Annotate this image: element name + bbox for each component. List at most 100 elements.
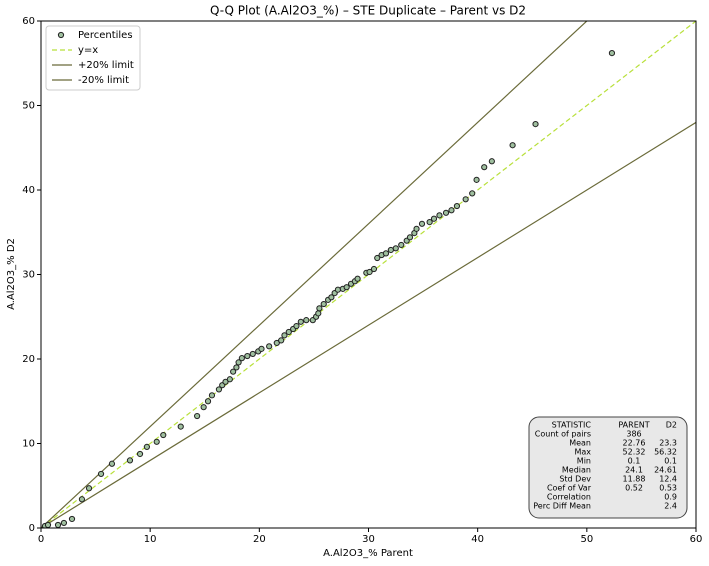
point (244, 352, 251, 360)
y-tick-label: 20 (22, 354, 35, 365)
point (398, 241, 405, 249)
point (448, 207, 455, 214)
point (235, 359, 242, 366)
point (374, 254, 381, 262)
point (249, 350, 256, 358)
point (160, 431, 167, 439)
point (281, 332, 288, 339)
point (44, 521, 52, 528)
point (316, 305, 323, 312)
y-tick-label: 40 (22, 185, 35, 196)
stats-cell: 0.1 (664, 457, 677, 466)
stats-cell: 24.61 (654, 466, 677, 475)
point (285, 328, 292, 336)
stats-cell: Std Dev (559, 475, 591, 484)
point (208, 392, 216, 399)
point (200, 404, 207, 411)
point (473, 176, 480, 183)
point (426, 219, 433, 226)
stats-cell: 23.3 (659, 439, 677, 448)
x-tick-label: 30 (362, 534, 375, 545)
stats-box (528, 416, 688, 519)
point (608, 50, 616, 57)
stats-cell: Median (562, 466, 591, 475)
y-tick-label: 30 (22, 270, 35, 281)
point (442, 209, 450, 216)
x-tick-label: 0 (38, 534, 44, 545)
x-tick-label: 10 (144, 534, 157, 545)
point (136, 450, 144, 458)
stats-cell: Count of pairs (535, 430, 591, 439)
stats-cell: 2.4 (664, 502, 677, 511)
point (108, 460, 116, 467)
point (320, 300, 327, 308)
x-axis-label: A.Al2O3_% Parent (323, 548, 413, 559)
reference-line (41, 21, 696, 528)
point (462, 196, 469, 203)
legend-label: Percentiles (78, 30, 133, 41)
point (78, 496, 86, 503)
reference-line (41, 21, 588, 528)
point (126, 457, 134, 464)
legend-marker (57, 31, 65, 39)
point (230, 368, 237, 375)
y-tick-label: 10 (22, 439, 35, 450)
legend-label: y=x (78, 45, 98, 56)
point (278, 337, 285, 344)
point (382, 250, 390, 257)
y-axis-label: A.Al2O3_% D2 (6, 238, 17, 310)
y-tick-label: 50 (22, 101, 35, 112)
stats-header: D2 (666, 421, 677, 430)
point (293, 322, 300, 330)
stats-cell: 11.88 (623, 475, 646, 484)
point (226, 376, 233, 383)
legend-box (45, 25, 141, 91)
point (469, 190, 476, 197)
point (85, 485, 93, 492)
stats-cell: 24.1 (625, 466, 643, 475)
point (194, 412, 201, 420)
point (266, 343, 273, 350)
plot-area (41, 21, 696, 528)
stats-cell: 0.1 (628, 457, 641, 466)
point (54, 521, 62, 528)
point (297, 318, 304, 325)
point (392, 245, 399, 252)
point (430, 215, 438, 222)
chart-title: Q-Q Plot (A.Al2O3_%) – STE Duplicate – P… (210, 4, 526, 18)
y-tick-label: 0 (29, 523, 35, 534)
point (509, 142, 516, 149)
point (303, 317, 310, 324)
point (143, 443, 150, 450)
stats-cell: 0.52 (625, 484, 643, 493)
stats-cell: Min (577, 457, 591, 466)
y-tick-label: 60 (22, 16, 35, 27)
point (204, 398, 212, 405)
point (370, 265, 378, 273)
point (343, 284, 350, 291)
x-tick-label: 60 (690, 534, 703, 545)
point (406, 234, 414, 241)
point (532, 120, 539, 128)
point (315, 310, 322, 317)
point (481, 164, 488, 171)
stats-header: STATISTIC (552, 421, 592, 430)
point (328, 294, 335, 301)
stats-cell: Mean (569, 439, 591, 448)
stats-cell: 52.32 (623, 448, 646, 457)
point (436, 212, 443, 219)
stats-cell: 0.9 (664, 493, 677, 502)
point (177, 423, 184, 430)
stats-cell: Perc Diff Mean (533, 502, 591, 511)
point (68, 515, 76, 523)
legend-label: +20% limit (78, 60, 134, 71)
stats-cell: 0.53 (659, 484, 677, 493)
point (453, 202, 461, 210)
point (60, 519, 68, 527)
point (233, 364, 240, 371)
point (488, 158, 495, 165)
reference-line (41, 121, 696, 528)
point (238, 355, 245, 362)
legend-label: -20% limit (78, 75, 129, 86)
